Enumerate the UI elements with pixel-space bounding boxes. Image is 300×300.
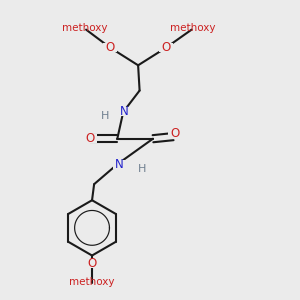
Text: H: H [100,111,109,121]
Text: methoxy: methoxy [69,277,115,287]
Bar [85,259,99,268]
Text: N: N [120,106,129,118]
Bar [103,43,117,52]
Text: O: O [105,41,115,54]
Text: O: O [85,132,94,145]
Bar [137,164,147,173]
Text: O: O [162,41,171,54]
Text: methoxy: methoxy [62,23,107,33]
Text: O: O [170,127,180,140]
Bar [83,134,97,143]
Bar [118,107,131,116]
Text: H: H [138,164,146,174]
Bar [168,129,182,138]
Bar [100,112,110,121]
Bar [112,160,125,169]
Text: methoxy: methoxy [170,23,216,33]
Bar [159,43,173,52]
Text: O: O [87,257,97,270]
Text: N: N [114,158,123,171]
